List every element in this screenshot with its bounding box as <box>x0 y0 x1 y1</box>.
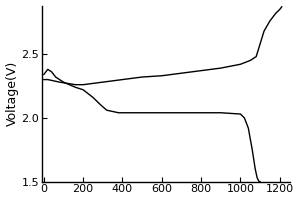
Y-axis label: Voltage(V): Voltage(V) <box>6 61 19 126</box>
